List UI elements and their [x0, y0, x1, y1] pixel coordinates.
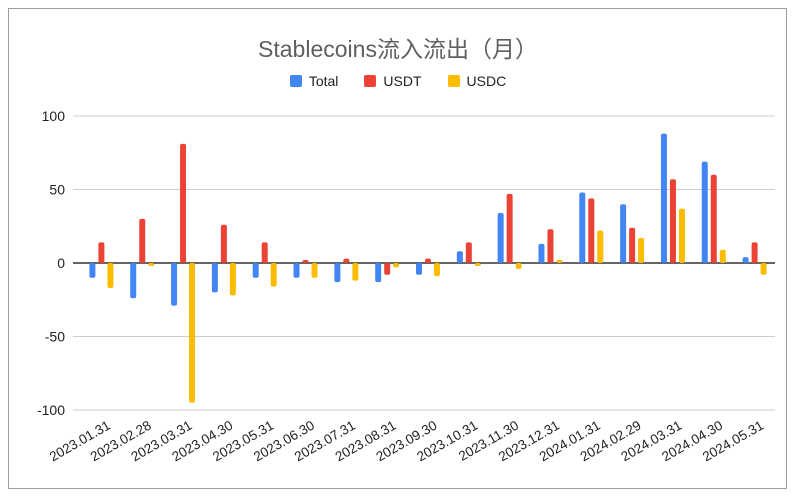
bar-total: [171, 263, 178, 306]
bar-usdt: [629, 227, 636, 263]
bar-total: [252, 263, 259, 278]
bar-total: [416, 263, 422, 275]
y-tick-label: 100: [42, 108, 66, 124]
legend: Total USDT USDC: [0, 73, 796, 89]
legend-item-total: Total: [289, 73, 339, 89]
bar-total: [701, 161, 708, 263]
bar-usdt: [220, 224, 227, 263]
bar-usdc: [189, 263, 196, 403]
bar-total: [497, 213, 504, 263]
y-tick-label: -50: [45, 329, 65, 345]
bar-usdc: [352, 263, 359, 281]
bar-usdc: [148, 263, 155, 266]
bar-usdt: [547, 229, 554, 263]
bar-usdt: [384, 263, 391, 275]
bar-usdt: [139, 218, 146, 263]
legend-label-usdc: USDC: [466, 73, 507, 89]
bar-usdt: [669, 179, 676, 263]
bar-usdc: [678, 208, 685, 263]
legend-swatch-usdt: [364, 75, 377, 87]
bar-usdt: [261, 242, 268, 263]
bar-usdt: [506, 193, 513, 263]
legend-item-usdc: USDC: [447, 73, 507, 89]
bar-usdt: [98, 242, 105, 263]
legend-label-total: Total: [308, 73, 339, 89]
bar-usdt: [425, 258, 431, 263]
bar-total: [334, 263, 341, 283]
bar-total: [293, 263, 300, 278]
bar-total: [375, 263, 382, 283]
bar-usdc: [229, 263, 236, 296]
bar-usdt: [751, 242, 758, 263]
bar-total: [660, 133, 667, 263]
bar-total: [620, 204, 627, 263]
bar-total: [579, 192, 586, 263]
bar-total: [130, 263, 137, 299]
bar-total: [742, 257, 749, 263]
bar-usdc: [556, 260, 563, 263]
chart-frame: [8, 8, 787, 489]
legend-item-usdt: USDT: [364, 73, 422, 89]
y-tick-label: 50: [49, 182, 65, 198]
bar-usdc: [597, 230, 604, 263]
bar-usdc: [719, 249, 726, 263]
bar-usdt: [588, 198, 595, 263]
bar-usdc: [515, 263, 522, 269]
bar-usdc: [434, 263, 440, 277]
legend-swatch-total: [289, 75, 302, 87]
bar-usdc: [638, 238, 645, 263]
bar-usdc: [393, 263, 400, 268]
bar-usdt: [710, 174, 717, 263]
bar-total: [89, 263, 96, 278]
bar-usdc: [311, 263, 318, 278]
legend-swatch-usdc: [447, 75, 460, 87]
bar-total: [538, 243, 545, 263]
bar-total: [456, 251, 463, 263]
bar-usdc: [270, 263, 277, 287]
bar-usdc: [760, 263, 767, 275]
bar-total: [211, 263, 218, 293]
chart-title: Stablecoins流入流出（月）: [258, 36, 538, 62]
bar-usdt: [465, 242, 472, 263]
bar-usdt: [302, 260, 309, 263]
y-tick-label: 0: [57, 255, 65, 271]
bar-usdt: [180, 143, 187, 263]
bar-usdt: [343, 258, 350, 263]
y-tick-label: -100: [37, 402, 65, 418]
legend-label-usdt: USDT: [383, 73, 422, 89]
bar-usdc: [107, 263, 114, 288]
bar-usdc: [474, 263, 481, 266]
